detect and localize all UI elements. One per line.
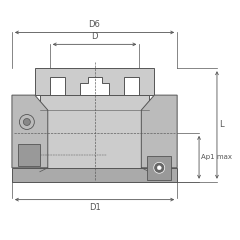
Text: Ap1 max: Ap1 max — [201, 154, 232, 160]
Circle shape — [23, 119, 30, 126]
Circle shape — [19, 114, 34, 129]
Text: L: L — [219, 120, 224, 129]
Polygon shape — [35, 68, 154, 95]
Text: D1: D1 — [89, 203, 100, 212]
Text: D6: D6 — [89, 20, 101, 30]
Circle shape — [154, 162, 165, 173]
Polygon shape — [141, 95, 177, 168]
Polygon shape — [40, 95, 149, 172]
Text: 90°: 90° — [156, 160, 168, 166]
Polygon shape — [80, 77, 109, 95]
Text: D: D — [91, 32, 98, 41]
Polygon shape — [147, 156, 171, 180]
Polygon shape — [12, 95, 48, 168]
Polygon shape — [12, 168, 177, 182]
Polygon shape — [18, 144, 40, 166]
Circle shape — [157, 166, 161, 170]
